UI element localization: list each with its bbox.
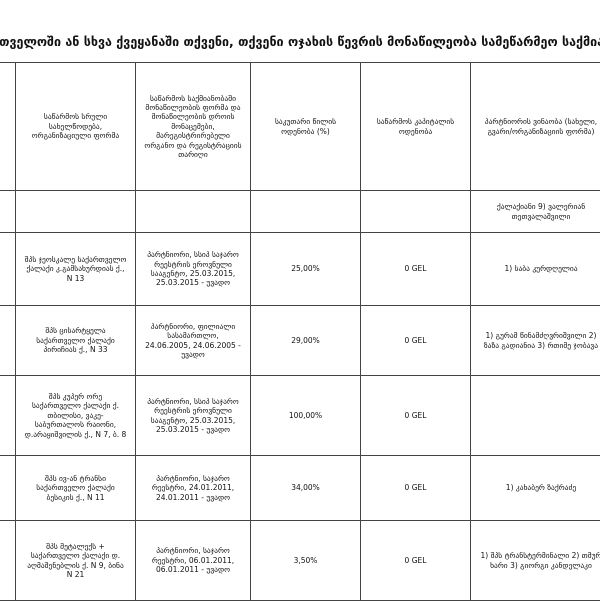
table-cell bbox=[471, 376, 600, 456]
header-cell: საწარმოს საქმიანობაში მონაწილეობის ფორმა… bbox=[136, 63, 251, 191]
table-row: შპს ჯეოსკალე საქართველო ქალაქი კ.გამსახუ… bbox=[0, 233, 600, 306]
table-cell: 0 GEL bbox=[361, 521, 471, 601]
table-body: საწარმოს სრული სახელწოდება, ორგანიზაციულ… bbox=[0, 63, 600, 601]
table-cell: ქალაქიანი 9) ვალერიან თეთვალაშვილი bbox=[471, 191, 600, 233]
table-cell: შპს ცისარტყელა საქართველო ქალაქი პირიჩია… bbox=[16, 306, 136, 376]
table-cell: 0 GEL bbox=[361, 456, 471, 521]
table-cell: 0 GEL bbox=[361, 233, 471, 306]
table-cell bbox=[0, 521, 16, 601]
header-cell: საწარმოს სრული სახელწოდება, ორგანიზაციულ… bbox=[16, 63, 136, 191]
table-row: შპს მეტალექს + საქართველო ქალაქი დ. აღმა… bbox=[0, 521, 600, 601]
table-row: შპს ივ-ან ტრანსი საქართველო ქალაქი ბესიკ… bbox=[0, 456, 600, 521]
table-cell: 29,00% bbox=[251, 306, 361, 376]
header-cell bbox=[0, 63, 16, 191]
table-cell: პარტნიორი, სსიპ საჯარო რეესტრის ეროვნული… bbox=[136, 376, 251, 456]
table-cell: 0 GEL bbox=[361, 306, 471, 376]
table-cell: 1) გურამ წინამძღვრიშვილი 2) ზაზა გადიანი… bbox=[471, 306, 600, 376]
table: საწარმოს სრული სახელწოდება, ორგანიზაციულ… bbox=[0, 62, 600, 601]
table-cell: შპს ჯეოსკალე საქართველო ქალაქი კ.გამსახუ… bbox=[16, 233, 136, 306]
table-cell: 1) საბა კურდღელია bbox=[471, 233, 600, 306]
table-cell bbox=[0, 376, 16, 456]
table-cell bbox=[251, 191, 361, 233]
table-cell: პარტნიორი, სსიპ საჯარო რეესტრის ეროვნული… bbox=[136, 233, 251, 306]
table-cell: პარტნიორი, საჯარო რეესტრი, 24.01.2011, 2… bbox=[136, 456, 251, 521]
table-row: შპს კუპერ ორე საქართველო ქალაქი ქ. თბილი… bbox=[0, 376, 600, 456]
title-text: რთველოში ან სხვა ქვეყანაში თქვენი, თქვენ… bbox=[0, 34, 600, 56]
table-cell: შპს კუპერ ორე საქართველო ქალაქი ქ. თბილი… bbox=[16, 376, 136, 456]
table-cell bbox=[16, 191, 136, 233]
table-cell: 0 GEL bbox=[361, 376, 471, 456]
table-cell: 1) კახაბერ ზაქრაძე bbox=[471, 456, 600, 521]
table-cell: 3,50% bbox=[251, 521, 361, 601]
header-cell: პარტნიორის ვინაობა (სახელი, გვარი/ორგანი… bbox=[471, 63, 600, 191]
table-cell bbox=[361, 191, 471, 233]
table-cell: პარტნიორი, საჯარო რეესტრი, 06.01.2011, 0… bbox=[136, 521, 251, 601]
table-cell bbox=[0, 191, 16, 233]
table-cell: პარტნიორი, ფილიალი სასამართლო, 24.06.200… bbox=[136, 306, 251, 376]
table-cell: 34,00% bbox=[251, 456, 361, 521]
table-cell: 100,00% bbox=[251, 376, 361, 456]
table-cell: შპს მეტალექს + საქართველო ქალაქი დ. აღმა… bbox=[16, 521, 136, 601]
table-cell: 25,00% bbox=[251, 233, 361, 306]
header-cell: საკუთარი წილის ოდენობა (%) bbox=[251, 63, 361, 191]
title: რთველოში ან სხვა ქვეყანაში თქვენი, თქვენ… bbox=[0, 34, 600, 56]
table-cell bbox=[0, 233, 16, 306]
table-cell: შპს ივ-ან ტრანსი საქართველო ქალაქი ბესიკ… bbox=[16, 456, 136, 521]
table-cell bbox=[0, 306, 16, 376]
header-cell: საწარმოს კაპიტალის ოდენობა bbox=[361, 63, 471, 191]
header-row: საწარმოს სრული სახელწოდება, ორგანიზაციულ… bbox=[0, 63, 600, 191]
table-cell: 1) შპს ტრანსტერმინალი 2) თმურ ხარი 3) გი… bbox=[471, 521, 600, 601]
table-row: ქალაქიანი 9) ვალერიან თეთვალაშვილი bbox=[0, 191, 600, 233]
table-row: შპს ცისარტყელა საქართველო ქალაქი პირიჩია… bbox=[0, 306, 600, 376]
table-cell bbox=[0, 456, 16, 521]
table-cell bbox=[136, 191, 251, 233]
